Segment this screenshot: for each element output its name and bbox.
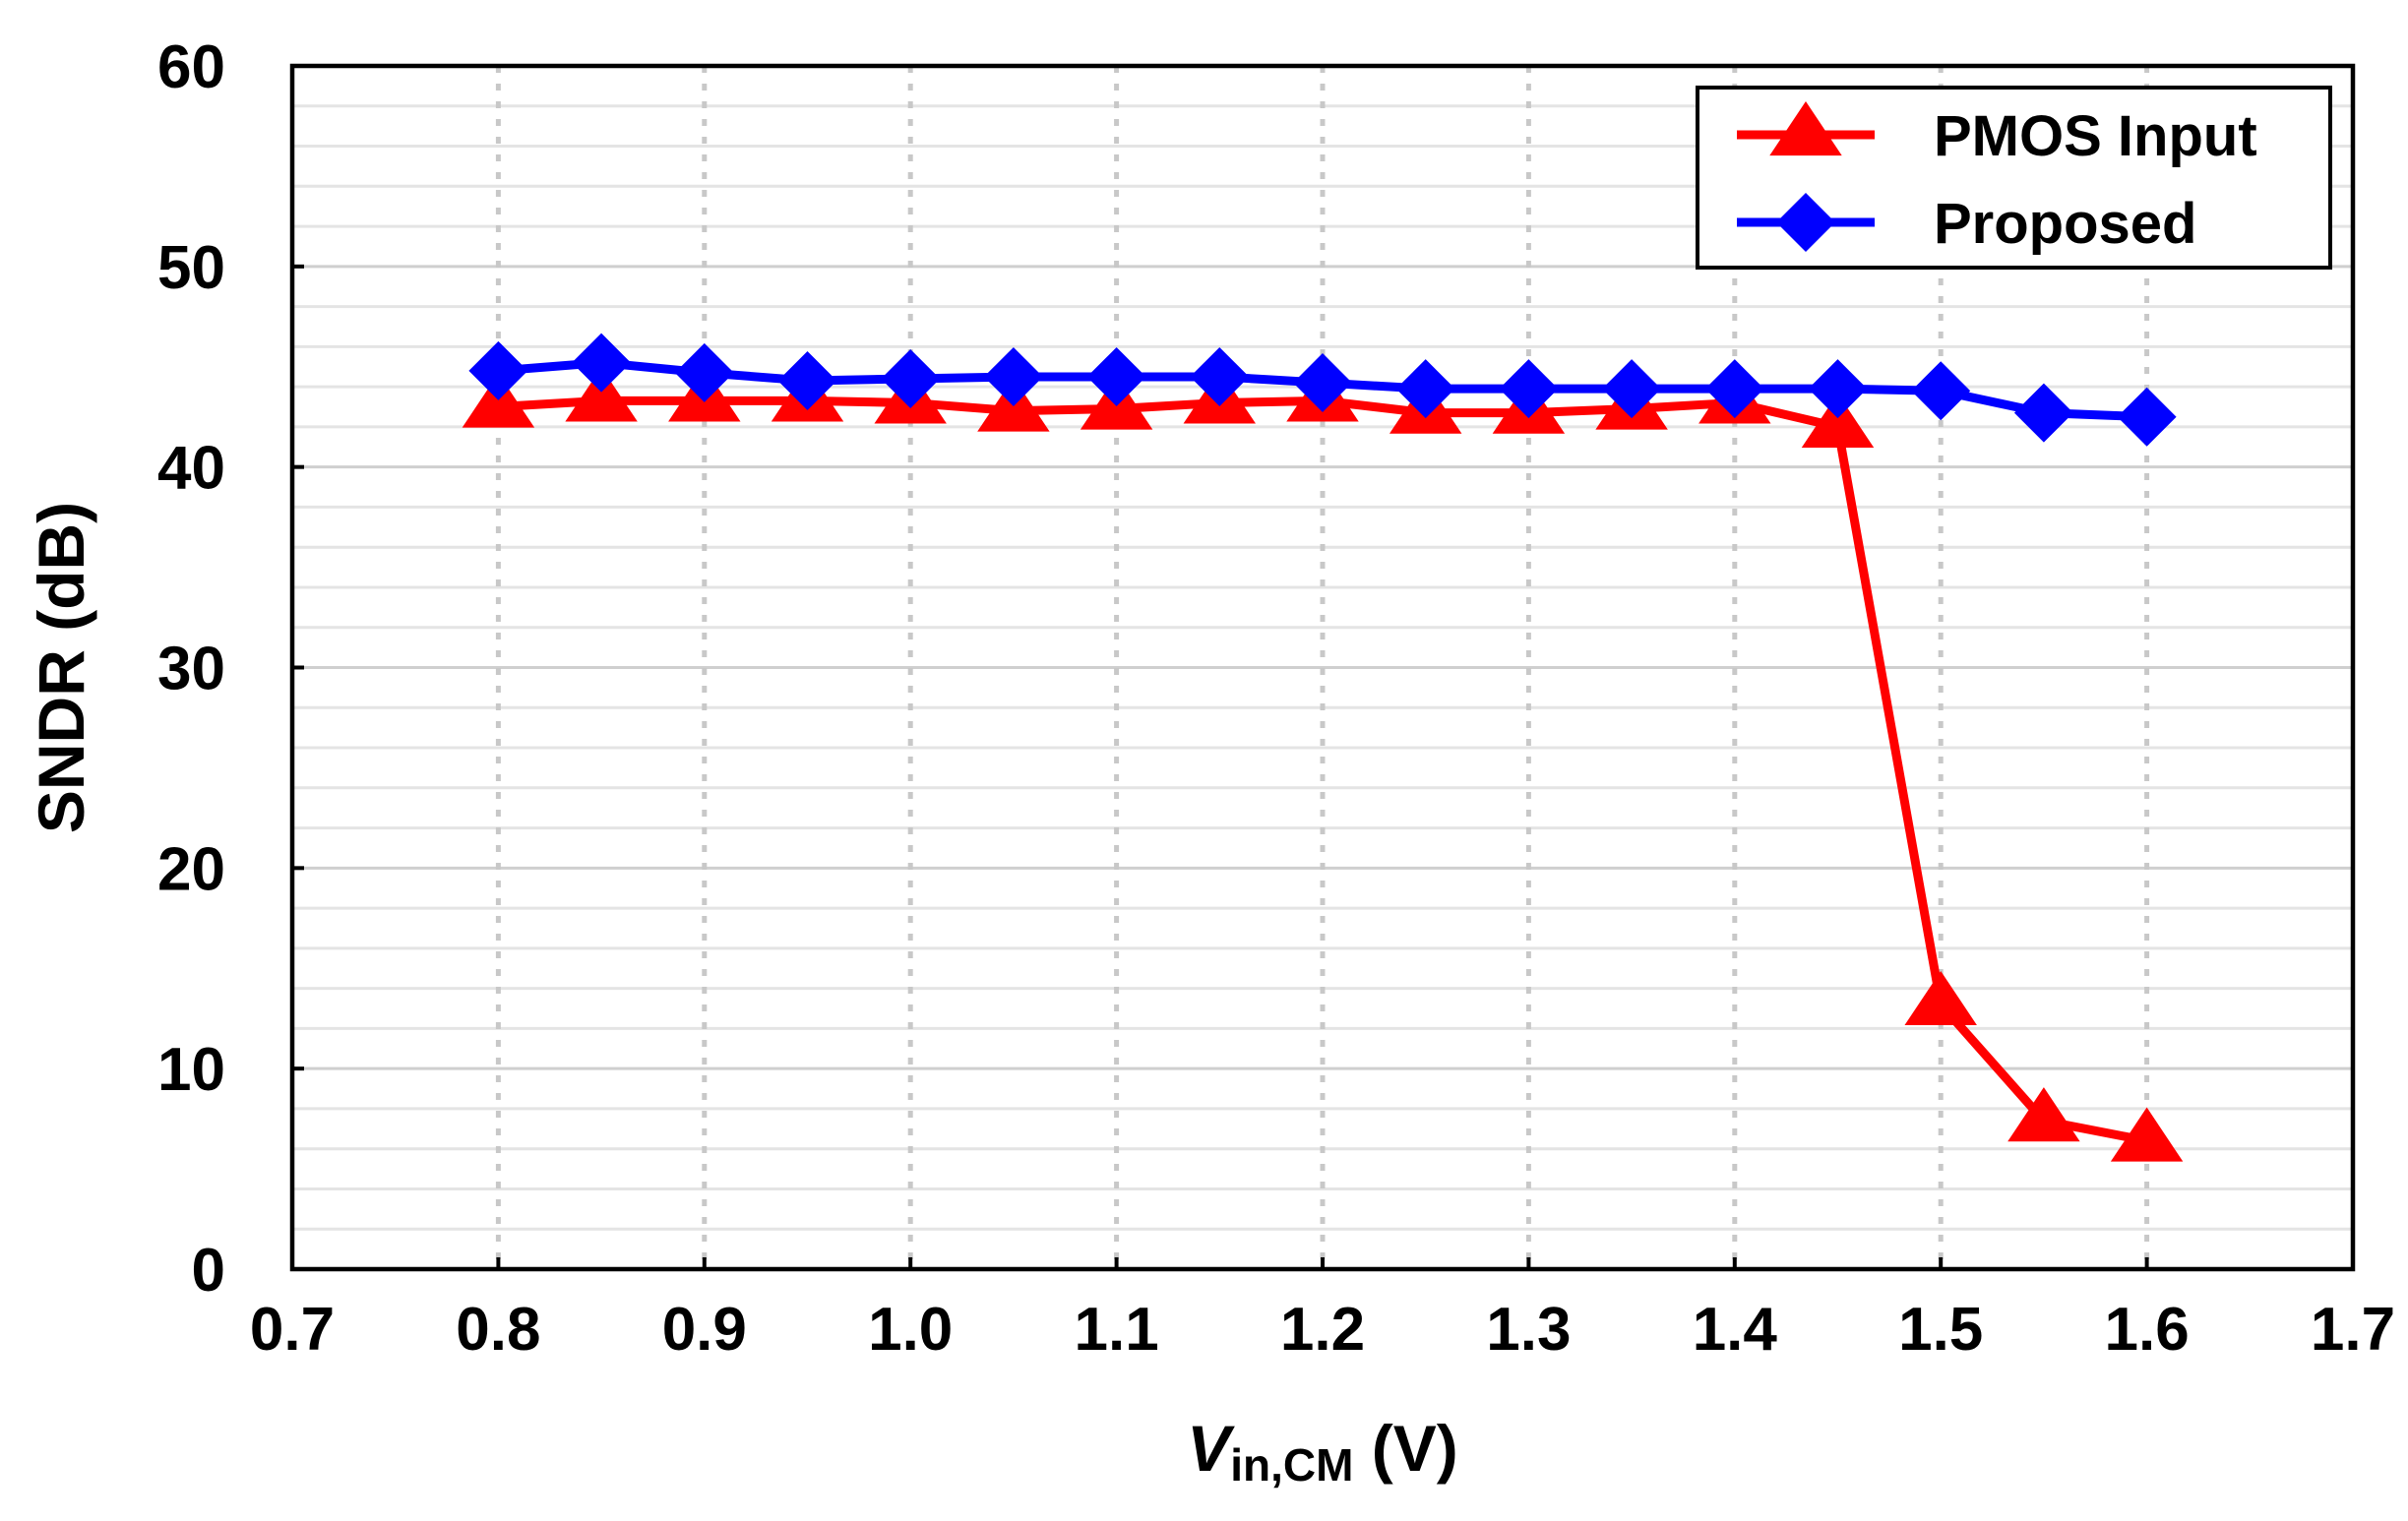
data-point-diamond (1190, 346, 1250, 406)
data-point-diamond (1602, 359, 1662, 419)
legend-label: PMOS Input (1934, 104, 2257, 168)
x-tick-label: 1.6 (2104, 1296, 2189, 1364)
y-tick-label: 60 (157, 33, 225, 101)
x-axis-title-subscript: in,CM (1230, 1439, 1353, 1491)
y-tick-label: 50 (157, 234, 225, 302)
x-tick-label: 1.4 (1693, 1296, 1778, 1364)
data-point-triangle (2007, 1087, 2080, 1142)
data-point-diamond (2013, 383, 2073, 443)
data-point-diamond (983, 346, 1043, 406)
data-point-diamond (1086, 346, 1146, 406)
data-point-diamond (572, 333, 632, 393)
y-tick-label: 10 (157, 1036, 225, 1104)
axis-titles: SNDR (dB) Vin,CM (V) (25, 502, 1458, 1491)
x-tick-label: 1.0 (868, 1296, 953, 1364)
legend-item: PMOS Input (1737, 101, 2257, 168)
data-point-diamond (2117, 387, 2177, 447)
data-point-diamond (674, 342, 734, 402)
data-point-triangle (462, 373, 535, 428)
data-point-diamond (1293, 353, 1352, 413)
y-tick-label: 40 (157, 435, 225, 503)
x-tick-label: 1.7 (2311, 1296, 2395, 1364)
data-point-triangle (565, 367, 638, 422)
data-point-diamond (1776, 193, 1835, 252)
data-point-diamond (1395, 359, 1455, 419)
x-axis-title-main: V (1187, 1412, 1235, 1485)
legend-items: PMOS Input Proposed (1737, 101, 2257, 256)
series-proposed (468, 333, 2177, 447)
legend: PMOS Input Proposed (1696, 86, 2332, 270)
x-axis-ticks: 0.7 0.8 0.9 1.0 1.1 1.2 1.3 1.4 1.5 1.6 1.7 (250, 1257, 2395, 1364)
data-point-diamond (777, 351, 837, 411)
data-point-diamond (1499, 359, 1559, 419)
x-tick-label: 0.9 (662, 1296, 747, 1364)
y-tick-label: 20 (157, 835, 225, 903)
x-tick-label: 1.3 (1486, 1296, 1571, 1364)
x-axis-title: Vin,CM (V) (1187, 1412, 1458, 1491)
x-tick-label: 1.5 (1898, 1296, 1983, 1364)
legend-item: Proposed (1737, 192, 2197, 256)
x-axis-title-unit: (V) (1353, 1412, 1457, 1485)
y-tick-label: 30 (157, 636, 225, 703)
x-tick-label: 1.1 (1074, 1296, 1158, 1364)
data-point-triangle (1904, 970, 1977, 1026)
legend-label: Proposed (1934, 192, 2197, 256)
data-point-diamond (1808, 359, 1868, 419)
x-tick-label: 1.2 (1280, 1296, 1365, 1364)
x-tick-label: 0.7 (250, 1296, 335, 1364)
x-tick-label: 0.8 (456, 1296, 540, 1364)
y-tick-label: 0 (192, 1237, 225, 1305)
data-point-diamond (1704, 359, 1764, 419)
data-point-diamond (881, 348, 941, 408)
y-axis-ticks: 0 10 20 30 40 50 60 (157, 33, 304, 1305)
series-layer (462, 333, 2184, 1162)
data-point-triangle (1801, 393, 1875, 448)
y-axis-title: SNDR (dB) (25, 502, 97, 833)
data-point-triangle (2110, 1107, 2184, 1162)
data-point-diamond (1911, 361, 1971, 421)
data-point-diamond (468, 340, 528, 400)
data-point-triangle (1769, 101, 1842, 156)
